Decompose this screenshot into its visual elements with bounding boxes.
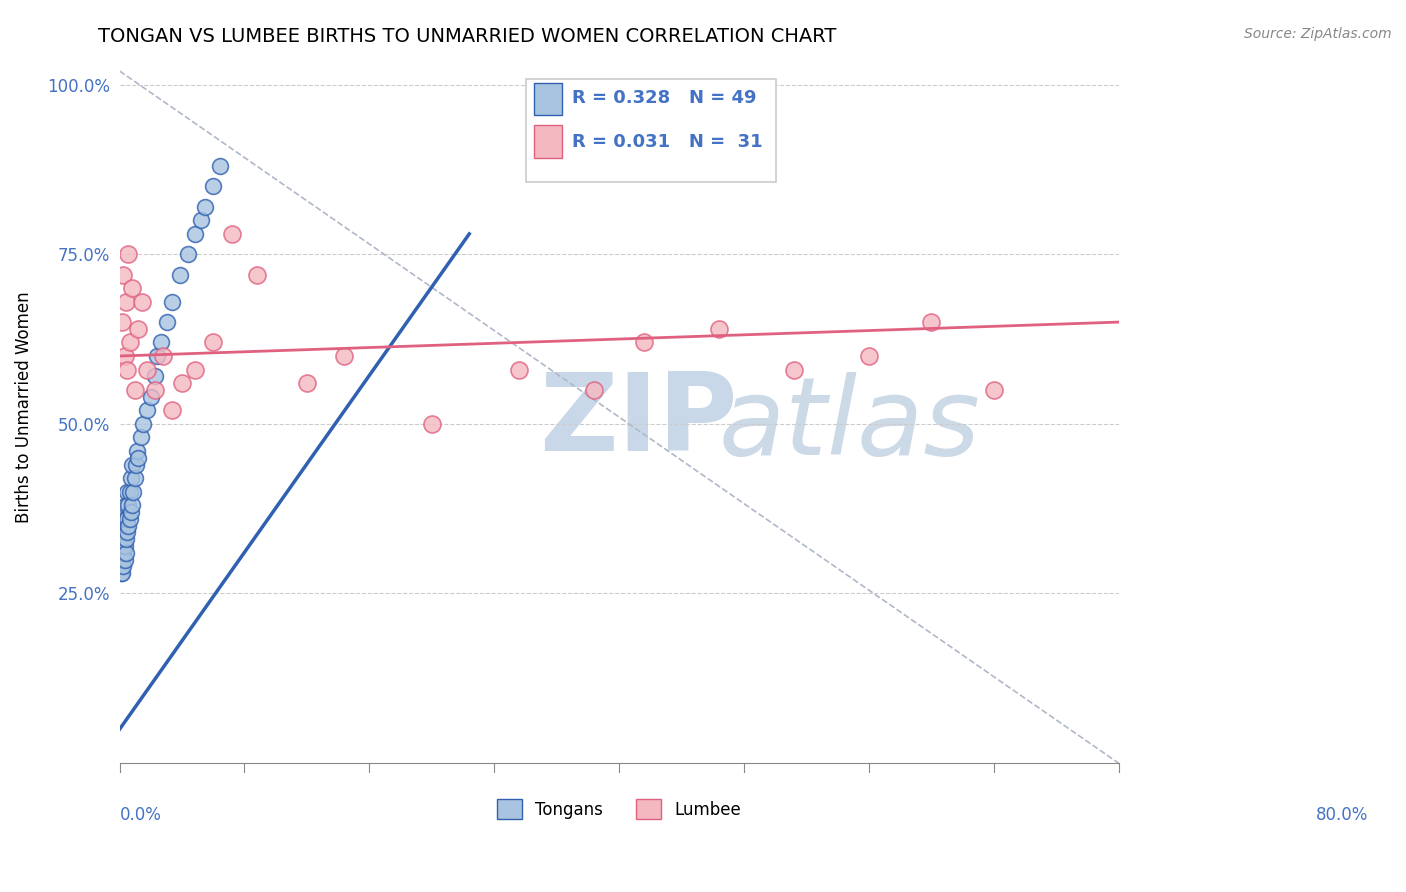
Point [129,430,152,444]
Point [124,383,146,397]
FancyBboxPatch shape [526,79,776,183]
Point [146,349,169,363]
Y-axis label: Births to Unmarried Women: Births to Unmarried Women [15,291,32,523]
Point [136,403,159,417]
Point [143,383,166,397]
Point [115,546,138,560]
Point [115,484,138,499]
Point [121,281,143,295]
Point [183,362,205,376]
Point [221,227,243,241]
Point [190,213,212,227]
Text: R = 0.328   N = 49: R = 0.328 N = 49 [572,89,756,107]
Point [112,559,135,574]
Point [111,566,134,581]
Point [131,294,153,309]
Text: 80.0%: 80.0% [1316,805,1368,824]
Point [121,498,143,512]
Point [783,362,806,376]
Point [983,383,1005,397]
Point [132,417,155,431]
Point [136,362,159,376]
Point [117,498,139,512]
Point [111,315,134,329]
Point [202,335,225,350]
Point [120,471,142,485]
Point [127,322,149,336]
Text: R = 0.031   N =  31: R = 0.031 N = 31 [572,133,763,151]
Point [120,505,142,519]
Point [127,444,149,458]
Point [333,349,356,363]
Text: Source: ZipAtlas.com: Source: ZipAtlas.com [1244,27,1392,41]
Point [246,268,269,282]
Point [114,512,136,526]
Text: TONGAN VS LUMBEE BIRTHS TO UNMARRIED WOMEN CORRELATION CHART: TONGAN VS LUMBEE BIRTHS TO UNMARRIED WOM… [98,27,837,45]
Text: atlas: atlas [718,372,981,477]
Point [112,546,135,560]
Point [118,335,141,350]
Point [858,349,880,363]
Text: 0.0%: 0.0% [120,805,162,824]
Point [122,484,145,499]
Point [124,471,146,485]
Point [707,322,730,336]
Text: ZIP: ZIP [538,368,738,475]
Point [112,518,135,533]
Point [115,498,138,512]
Point [111,552,134,566]
Point [139,390,162,404]
Point [420,417,443,431]
Point [583,383,606,397]
Point [112,268,135,282]
Point [117,518,139,533]
Point [156,315,179,329]
Point [110,566,132,581]
Point [114,552,136,566]
Point [118,512,141,526]
Point [177,247,200,261]
Point [160,294,183,309]
Point [114,539,136,553]
Point [143,369,166,384]
Point [115,362,138,376]
Point [127,450,149,465]
Point [121,458,143,472]
Point [508,362,530,376]
Point [295,376,318,391]
Point [169,268,191,282]
Point [183,227,205,241]
Point [111,533,134,547]
FancyBboxPatch shape [534,83,562,115]
Point [149,335,172,350]
Point [920,315,942,329]
Point [115,525,138,540]
Point [117,247,139,261]
Point [633,335,655,350]
Point [160,403,183,417]
Point [110,552,132,566]
Legend: Tongans, Lumbee: Tongans, Lumbee [491,792,748,826]
Point [114,349,136,363]
Point [193,200,215,214]
Point [115,533,138,547]
Point [208,159,231,173]
Point [170,376,193,391]
Point [115,512,138,526]
Point [110,539,132,553]
Point [115,294,138,309]
Point [118,484,141,499]
Point [152,349,174,363]
FancyBboxPatch shape [534,126,562,158]
Point [111,539,134,553]
Point [112,533,135,547]
Point [202,179,225,194]
Point [125,458,148,472]
